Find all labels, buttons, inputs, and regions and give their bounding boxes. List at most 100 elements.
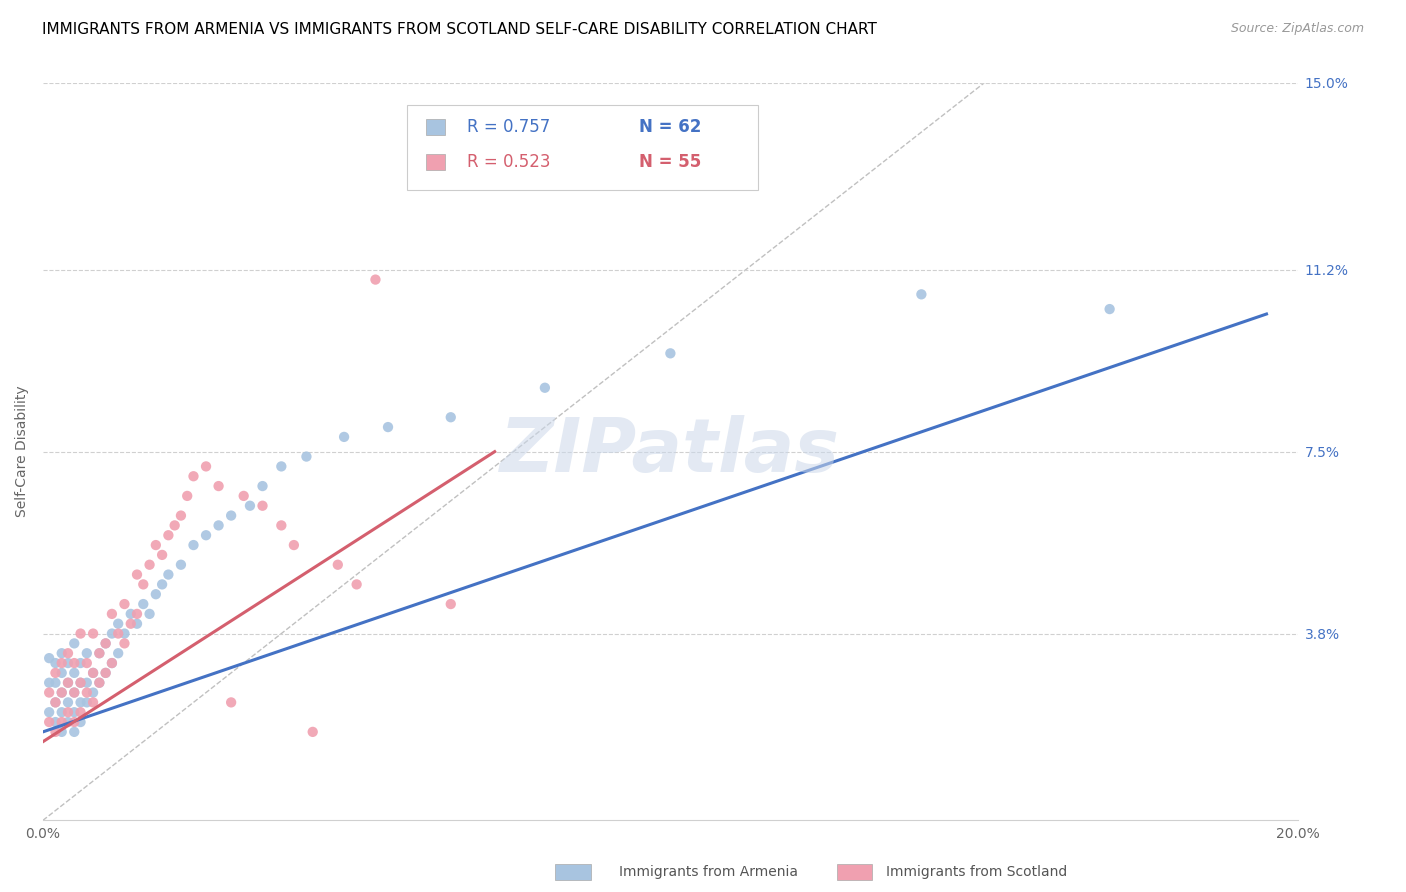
Point	[44, 665, 66, 680]
Point	[69, 675, 91, 690]
Point	[82, 665, 104, 680]
Point	[89, 646, 111, 660]
Point	[195, 459, 218, 474]
Point	[76, 656, 98, 670]
Text: Immigrants from Scotland: Immigrants from Scotland	[886, 865, 1067, 880]
Point	[145, 538, 167, 552]
Point	[63, 724, 86, 739]
Point	[63, 705, 86, 719]
Point	[56, 675, 79, 690]
Point	[101, 656, 124, 670]
Point	[38, 705, 60, 719]
Point	[252, 499, 274, 513]
Point	[440, 597, 463, 611]
Point	[120, 616, 142, 631]
Point	[207, 479, 229, 493]
Point	[107, 626, 129, 640]
Point	[114, 636, 136, 650]
FancyBboxPatch shape	[426, 119, 444, 136]
Point	[219, 508, 242, 523]
Point	[207, 518, 229, 533]
Point	[150, 577, 173, 591]
Point	[377, 420, 399, 434]
Point	[120, 607, 142, 621]
Point	[51, 665, 73, 680]
Point	[326, 558, 349, 572]
Point	[440, 410, 463, 425]
Point	[125, 567, 148, 582]
Point	[51, 705, 73, 719]
Point	[38, 685, 60, 699]
Point	[94, 665, 117, 680]
Point	[364, 272, 387, 286]
Point	[56, 646, 79, 660]
Point	[51, 685, 73, 699]
Point	[295, 450, 318, 464]
Point	[44, 724, 66, 739]
Point	[157, 528, 180, 542]
Text: IMMIGRANTS FROM ARMENIA VS IMMIGRANTS FROM SCOTLAND SELF-CARE DISABILITY CORRELA: IMMIGRANTS FROM ARMENIA VS IMMIGRANTS FR…	[42, 22, 877, 37]
Point	[163, 518, 186, 533]
Point	[44, 695, 66, 709]
Point	[82, 665, 104, 680]
Point	[114, 597, 136, 611]
Point	[534, 381, 557, 395]
Point	[346, 577, 368, 591]
Point	[107, 646, 129, 660]
Point	[283, 538, 305, 552]
Point	[183, 469, 205, 483]
Point	[51, 724, 73, 739]
Point	[44, 675, 66, 690]
Point	[44, 695, 66, 709]
Text: R = 0.757: R = 0.757	[467, 118, 550, 136]
Point	[107, 616, 129, 631]
Point	[69, 714, 91, 729]
Point	[195, 528, 218, 542]
Point	[101, 656, 124, 670]
Point	[51, 656, 73, 670]
Text: Source: ZipAtlas.com: Source: ZipAtlas.com	[1230, 22, 1364, 36]
Point	[38, 651, 60, 665]
Point	[89, 646, 111, 660]
Point	[94, 636, 117, 650]
Point	[69, 705, 91, 719]
Point	[138, 558, 160, 572]
Point	[101, 607, 124, 621]
Point	[219, 695, 242, 709]
Y-axis label: Self-Care Disability: Self-Care Disability	[15, 386, 30, 517]
Text: ZIPatlas: ZIPatlas	[501, 415, 841, 488]
Point	[145, 587, 167, 601]
Point	[51, 646, 73, 660]
Point	[1098, 302, 1121, 317]
Point	[132, 577, 155, 591]
Point	[69, 656, 91, 670]
Point	[270, 518, 292, 533]
Point	[333, 430, 356, 444]
Point	[910, 287, 932, 301]
Point	[94, 665, 117, 680]
Point	[56, 695, 79, 709]
Point	[63, 656, 86, 670]
Point	[63, 665, 86, 680]
Point	[82, 685, 104, 699]
Point	[183, 538, 205, 552]
Point	[176, 489, 198, 503]
Point	[69, 626, 91, 640]
Point	[252, 479, 274, 493]
Point	[51, 685, 73, 699]
Point	[44, 656, 66, 670]
FancyBboxPatch shape	[406, 105, 758, 190]
Point	[170, 508, 193, 523]
Point	[51, 714, 73, 729]
FancyBboxPatch shape	[426, 153, 444, 170]
Point	[114, 626, 136, 640]
Point	[76, 685, 98, 699]
Point	[94, 636, 117, 650]
Point	[138, 607, 160, 621]
Point	[63, 636, 86, 650]
Text: Immigrants from Armenia: Immigrants from Armenia	[619, 865, 797, 880]
Point	[76, 695, 98, 709]
Point	[44, 714, 66, 729]
Point	[38, 714, 60, 729]
Text: R = 0.523: R = 0.523	[467, 153, 551, 171]
